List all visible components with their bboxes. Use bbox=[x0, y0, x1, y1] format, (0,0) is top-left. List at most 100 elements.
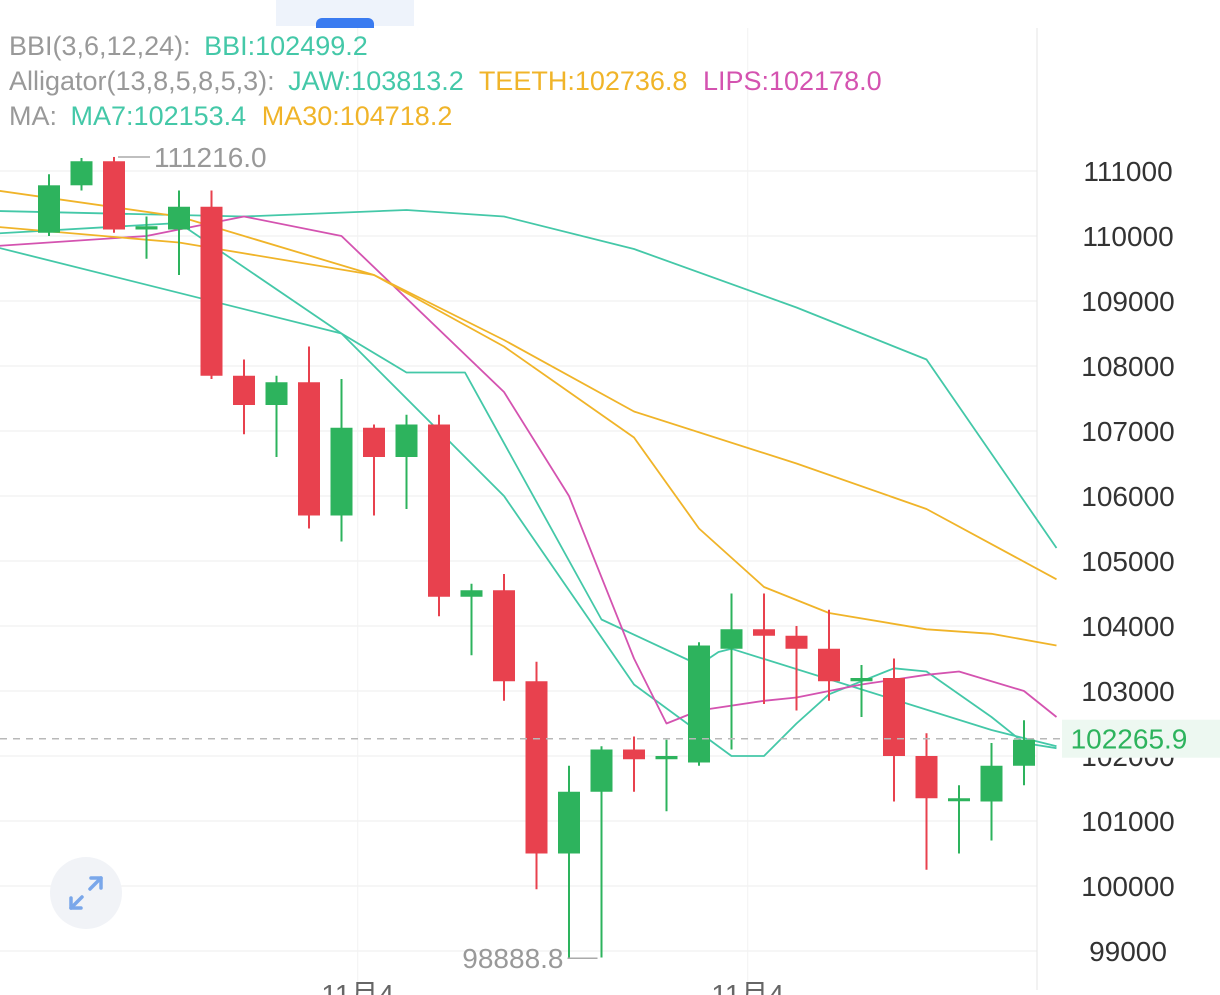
price-tick-100000: 100000 bbox=[1081, 871, 1174, 902]
candle-body bbox=[753, 629, 775, 636]
candle-21 bbox=[720, 593, 743, 750]
bbi-line bbox=[0, 247, 1057, 748]
time-tick-0: 11月4 bbox=[321, 979, 394, 995]
candle-0 bbox=[38, 174, 60, 236]
candle-20 bbox=[688, 642, 710, 766]
candle-body bbox=[70, 161, 93, 186]
ma-label: MA: bbox=[9, 101, 57, 131]
price-tick-105000: 105000 bbox=[1081, 546, 1174, 577]
candle-2 bbox=[103, 156, 125, 233]
candle-18 bbox=[623, 736, 645, 792]
candle-28 bbox=[948, 785, 970, 854]
candle-8 bbox=[298, 346, 320, 529]
candle-body bbox=[168, 206, 190, 230]
candle-body bbox=[558, 791, 580, 854]
candle-23 bbox=[785, 626, 808, 711]
candle-11 bbox=[395, 414, 418, 509]
candle-19 bbox=[655, 739, 678, 812]
teeth-line bbox=[0, 226, 1057, 647]
candle-26 bbox=[883, 658, 905, 802]
candle-30 bbox=[1013, 720, 1035, 786]
low-marker-label: 98888.8 bbox=[462, 943, 563, 974]
candle-25 bbox=[850, 665, 873, 717]
candle-body bbox=[688, 645, 710, 763]
alligator-label: Alligator(13,8,5,8,5,3): bbox=[9, 66, 275, 96]
price-tick-111000: 111000 bbox=[1083, 156, 1172, 187]
ma30-line bbox=[0, 190, 1057, 581]
indicator-lines bbox=[0, 190, 1058, 757]
bbi-legend: BBI(3,6,12,24): BBI:102499.2 bbox=[9, 31, 368, 61]
candles bbox=[38, 156, 1035, 959]
candle-3 bbox=[135, 216, 158, 259]
candle-7 bbox=[265, 375, 288, 457]
selected-tab-indicator[interactable] bbox=[276, 0, 414, 28]
candle-body bbox=[233, 375, 255, 405]
ma7-value: MA7:102153.4 bbox=[71, 101, 247, 131]
candle-body bbox=[103, 161, 125, 230]
candle-6 bbox=[233, 359, 255, 435]
price-markers: 102265.9 111216.0 98888.8 11月4 11月4 bbox=[0, 142, 1220, 995]
candle-body bbox=[623, 749, 645, 760]
expand-chart-button[interactable] bbox=[50, 857, 122, 929]
price-tick-101000: 101000 bbox=[1081, 806, 1174, 837]
expand-icon bbox=[69, 876, 103, 910]
candle-body bbox=[298, 382, 320, 516]
high-marker-label: 111216.0 bbox=[154, 142, 267, 173]
price-tick-99000: 99000 bbox=[1089, 936, 1167, 967]
candle-body bbox=[785, 635, 808, 649]
price-tick-104000: 104000 bbox=[1081, 611, 1174, 642]
candle-body bbox=[493, 590, 515, 682]
alligator-legend: Alligator(13,8,5,8,5,3): JAW:103813.2 TE… bbox=[9, 66, 882, 96]
last-price-label: 102265.9 bbox=[1071, 724, 1188, 755]
candle-1 bbox=[70, 158, 93, 191]
candle-body bbox=[38, 185, 60, 233]
lips-value: LIPS:102178.0 bbox=[703, 66, 882, 96]
ma7-line bbox=[0, 222, 1057, 757]
candle-16 bbox=[558, 765, 580, 959]
price-tick-110000: 110000 bbox=[1082, 221, 1173, 252]
candle-body bbox=[525, 681, 548, 854]
candle-body bbox=[330, 427, 353, 516]
bbi-value: BBI:102499.2 bbox=[204, 31, 368, 61]
candle-5 bbox=[200, 190, 223, 379]
candle-12 bbox=[428, 414, 450, 617]
price-axis: 9900010000010100010200010300010400010500… bbox=[1081, 156, 1174, 967]
price-tick-109000: 109000 bbox=[1081, 286, 1174, 317]
teeth-value: TEETH:102736.8 bbox=[479, 66, 688, 96]
candle-15 bbox=[525, 661, 548, 890]
candle-body bbox=[883, 678, 905, 756]
candle-body bbox=[850, 678, 873, 682]
candle-body bbox=[948, 798, 970, 802]
candle-body bbox=[265, 382, 288, 405]
candle-body bbox=[200, 206, 223, 376]
ma30-value: MA30:104718.2 bbox=[262, 101, 453, 131]
price-tick-107000: 107000 bbox=[1081, 416, 1174, 447]
tab-underline bbox=[316, 18, 374, 28]
candle-body bbox=[363, 427, 385, 457]
candle-4 bbox=[168, 190, 190, 275]
candle-14 bbox=[493, 574, 515, 701]
candle-29 bbox=[980, 743, 1003, 841]
candle-body bbox=[1013, 739, 1035, 766]
candle-body bbox=[428, 424, 450, 597]
candle-10 bbox=[363, 424, 385, 516]
lips-line bbox=[0, 215, 1058, 725]
candle-body bbox=[655, 756, 678, 760]
candle-27 bbox=[915, 733, 938, 870]
price-tick-106000: 106000 bbox=[1081, 481, 1174, 512]
price-tick-108000: 108000 bbox=[1081, 351, 1174, 382]
candle-body bbox=[915, 756, 938, 799]
ma-legend: MA: MA7:102153.4 MA30:104718.2 bbox=[9, 101, 452, 131]
last-price-box bbox=[1062, 719, 1220, 758]
candle-body bbox=[395, 424, 418, 457]
candle-body bbox=[818, 648, 840, 682]
price-tick-103000: 103000 bbox=[1081, 676, 1174, 707]
candle-9 bbox=[330, 379, 353, 542]
candle-body bbox=[980, 765, 1003, 802]
candle-17 bbox=[590, 746, 613, 958]
candle-body bbox=[720, 629, 743, 649]
candle-24 bbox=[818, 609, 840, 701]
jaw-value: JAW:103813.2 bbox=[288, 66, 464, 96]
time-tick-1: 11月4 bbox=[711, 979, 784, 995]
